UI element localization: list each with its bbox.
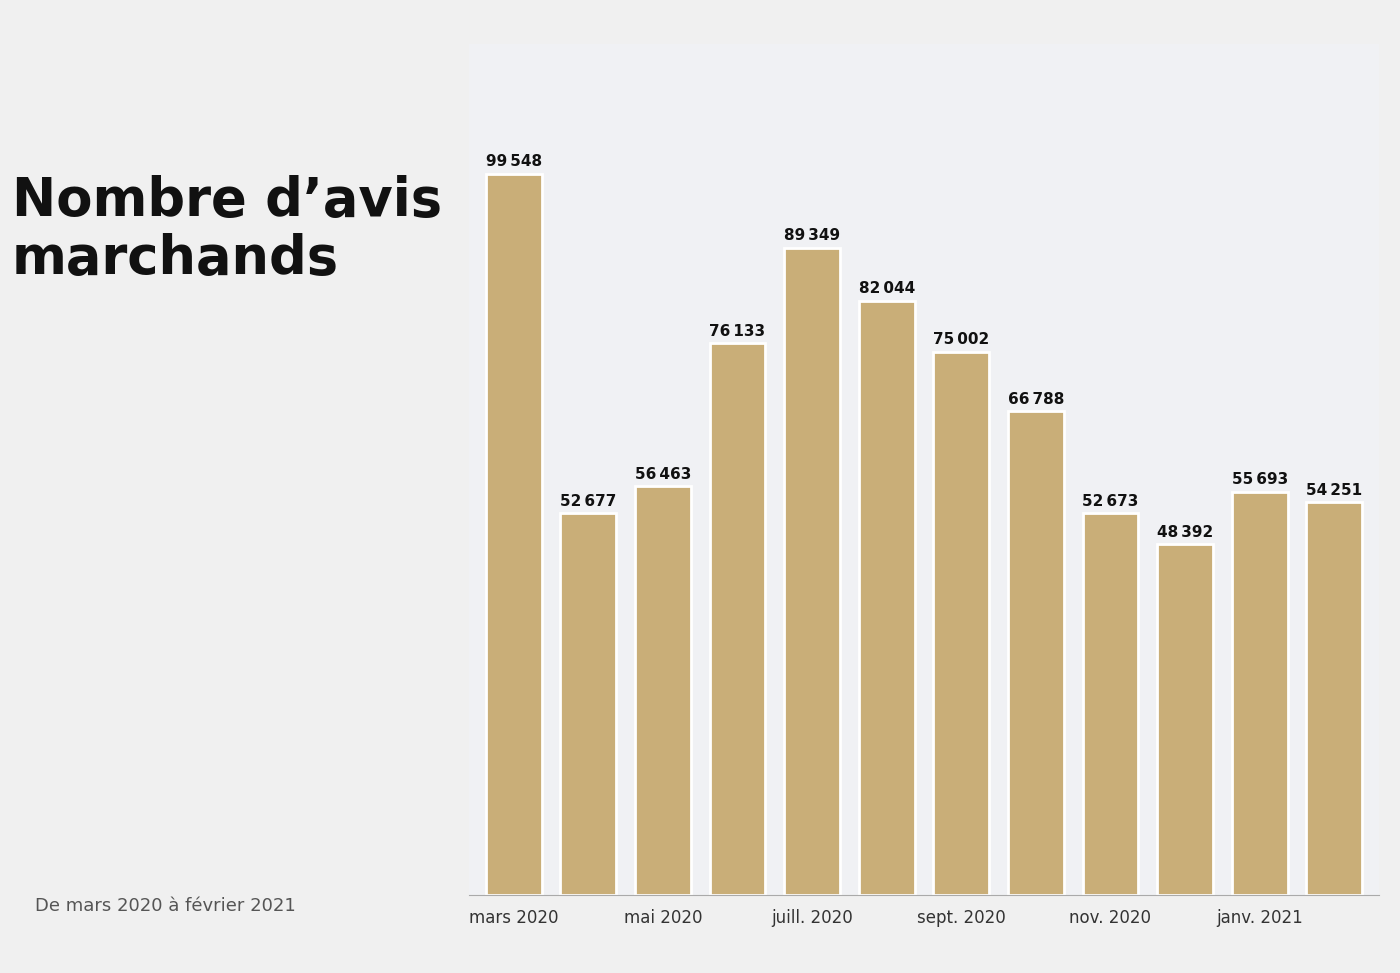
- Bar: [636, 486, 692, 895]
- Bar: [1082, 514, 1138, 895]
- Text: 48 392: 48 392: [1156, 525, 1214, 540]
- Bar: [560, 514, 616, 895]
- Text: 76 133: 76 133: [710, 324, 766, 339]
- Text: 56 463: 56 463: [634, 467, 692, 482]
- Text: 75 002: 75 002: [934, 332, 990, 347]
- Text: 54 251: 54 251: [1306, 483, 1362, 497]
- Bar: [784, 247, 840, 895]
- Bar: [858, 301, 914, 895]
- Bar: [486, 173, 542, 895]
- Text: 99 548: 99 548: [486, 155, 542, 169]
- Bar: [934, 351, 990, 895]
- Text: Nombre d’avis
marchands: Nombre d’avis marchands: [11, 175, 442, 285]
- Text: 66 788: 66 788: [1008, 392, 1064, 407]
- Text: 52 673: 52 673: [1082, 494, 1138, 509]
- Bar: [1232, 491, 1288, 895]
- Bar: [1008, 412, 1064, 895]
- Text: 52 677: 52 677: [560, 494, 616, 509]
- Bar: [1156, 545, 1212, 895]
- Text: De mars 2020 à février 2021: De mars 2020 à février 2021: [35, 897, 295, 915]
- Bar: [710, 343, 766, 895]
- Bar: [1306, 502, 1362, 895]
- Text: 55 693: 55 693: [1232, 472, 1288, 487]
- Text: 89 349: 89 349: [784, 229, 840, 243]
- Text: 82 044: 82 044: [858, 281, 914, 296]
